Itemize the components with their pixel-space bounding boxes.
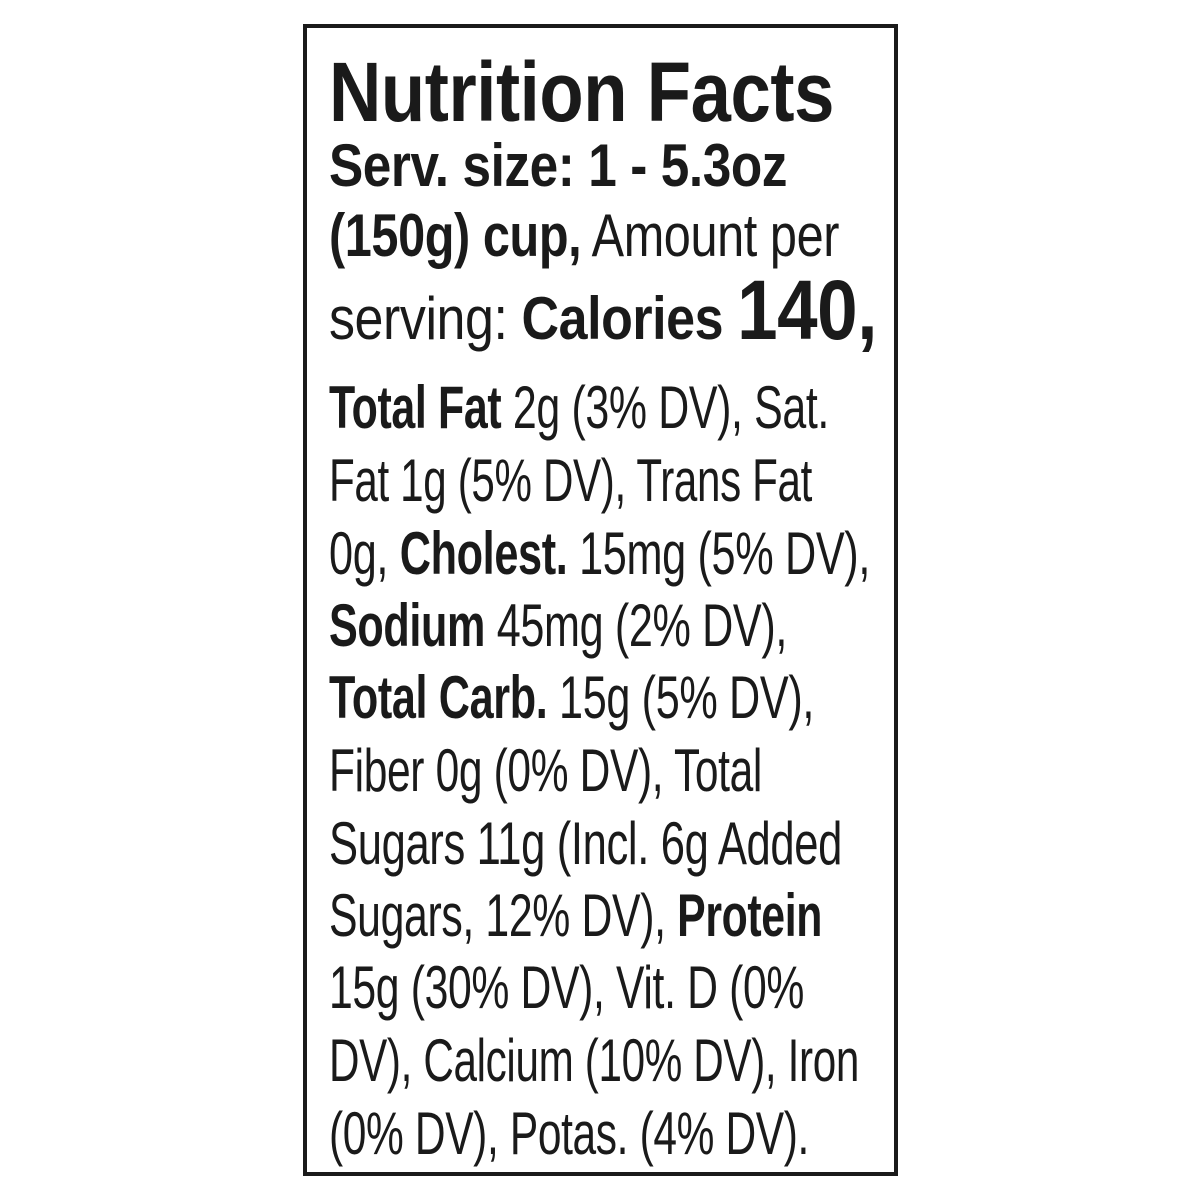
nutrient-name: 140, (737, 263, 877, 357)
nutrient-value: 2g (3% DV), Sat. (501, 374, 829, 441)
label-line: serving: Calories 140, (329, 268, 877, 352)
nutrient-value: 45mg (2% DV), (485, 592, 788, 659)
label-line: DV), Calcium (10% DV), Iron (329, 1031, 859, 1091)
nutrient-value: 15g (30% DV), Vit. D (0% (329, 954, 804, 1021)
label-line: Total Fat 2g (3% DV), Sat. (329, 378, 829, 438)
label-line: Fat 1g (5% DV), Trans Fat (329, 451, 812, 511)
nutrient-name: Calories (521, 285, 738, 352)
nutrient-value: 0g, (329, 520, 400, 587)
nutrient-name: Serv. size: 1 - 5.3oz (329, 132, 787, 199)
label-line: Sugars 11g (Incl. 6g Added (329, 814, 842, 874)
label-title: Nutrition Facts (329, 45, 834, 139)
label-line: Fiber 0g (0% DV), Total (329, 741, 762, 801)
nutrient-value: Fiber 0g (0% DV), Total (329, 737, 762, 804)
nutrient-value: Sugars 11g (Incl. 6g Added (329, 810, 842, 877)
label-line: Sugars, 12% DV), Protein (329, 886, 822, 946)
nutrient-value: Sugars, 12% DV), (329, 882, 678, 949)
nutrient-value: serving: (329, 285, 522, 352)
label-line: 0g, Cholest. 15mg (5% DV), (329, 524, 870, 584)
nutrient-name: Total Carb. (329, 664, 548, 731)
nutrient-value: DV), Calcium (10% DV), Iron (329, 1027, 859, 1094)
label-line: Serv. size: 1 - 5.3oz (329, 136, 787, 196)
label-line: (150g) cup, Amount per (329, 206, 839, 266)
nutrient-name: Total Fat (329, 374, 502, 441)
nutrient-name: Cholest. (399, 520, 568, 587)
label-line: (0% DV), Potas. (4% DV). (329, 1104, 809, 1164)
nutrient-value: Amount per (581, 202, 840, 269)
nutrient-value: 15mg (5% DV), (567, 520, 870, 587)
nutrient-value: Fat 1g (5% DV), Trans Fat (329, 447, 812, 514)
label-line: Sodium 45mg (2% DV), (329, 596, 787, 656)
label-line: Total Carb. 15g (5% DV), (329, 668, 814, 728)
nutrient-name: Protein (677, 882, 822, 949)
nutrient-value: (0% DV), Potas. (4% DV). (329, 1100, 809, 1167)
nutrient-name: (150g) cup, (329, 202, 582, 269)
nutrient-value: 15g (5% DV), (547, 664, 814, 731)
nutrient-name: Sodium (329, 592, 486, 659)
label-line: 15g (30% DV), Vit. D (0% (329, 958, 804, 1018)
nutrition-facts-label: Nutrition Facts Serv. size: 1 - 5.3oz (15… (303, 24, 898, 1176)
